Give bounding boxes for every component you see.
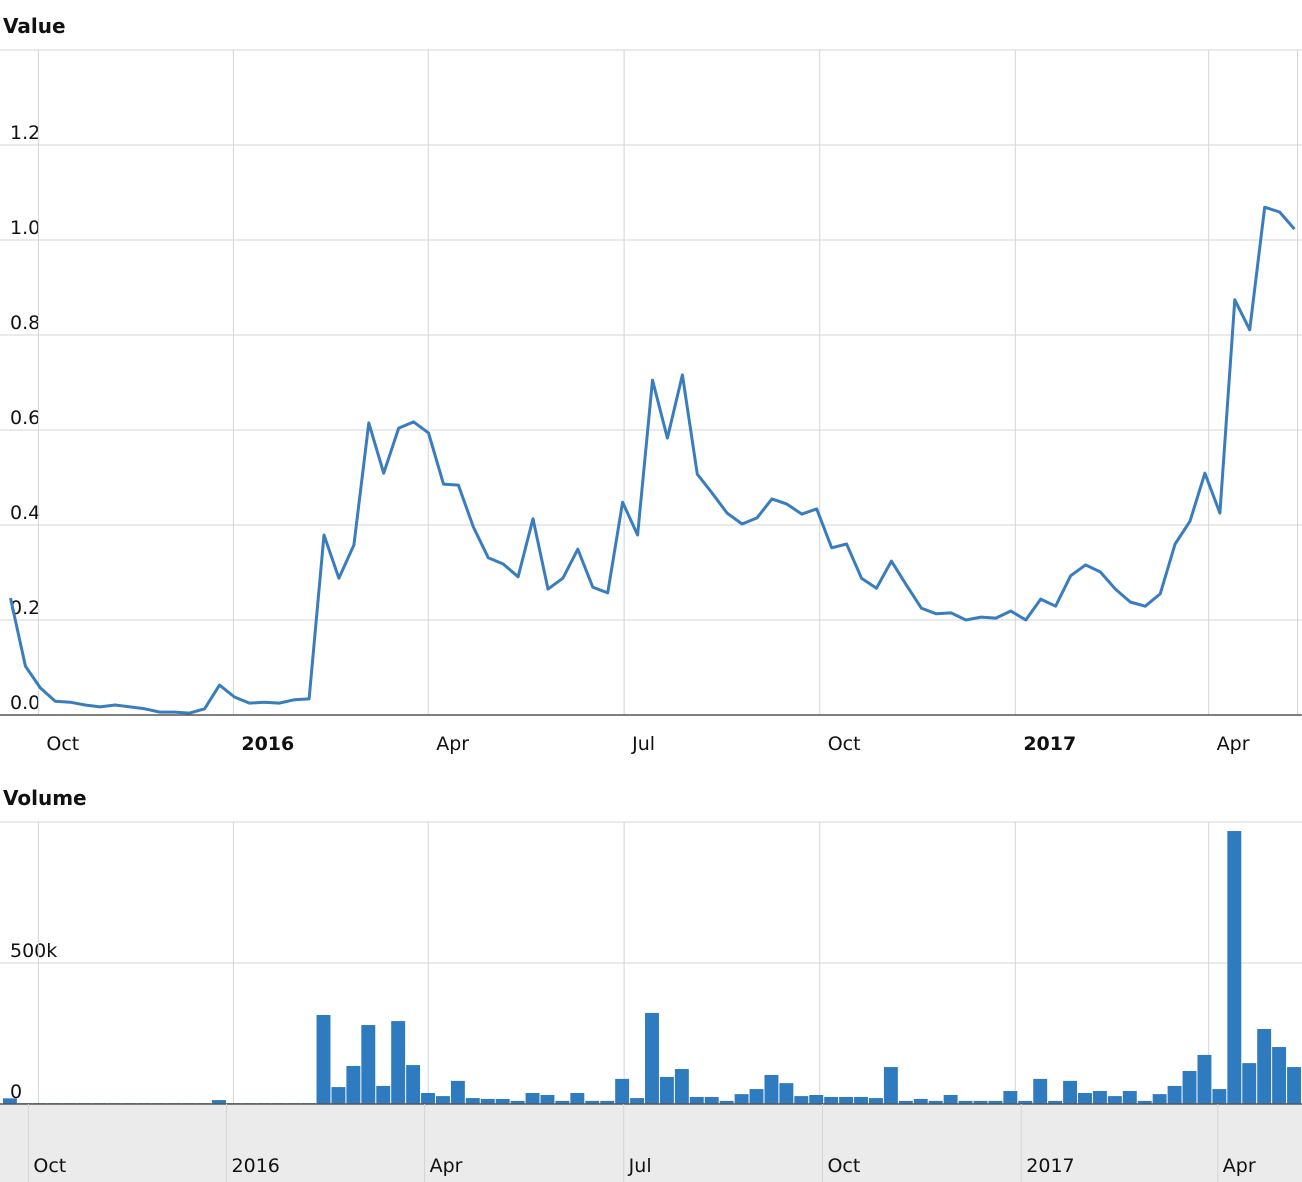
volume-bar xyxy=(764,1074,779,1104)
volume-bar xyxy=(585,1100,600,1104)
y-tick-label: 0.2 xyxy=(10,597,40,619)
volume-bar xyxy=(1078,1093,1092,1104)
x-tick-label: 2017 xyxy=(1023,733,1076,755)
volume-bar xyxy=(570,1093,585,1104)
volume-bar xyxy=(391,1021,406,1104)
x-tick-label: Jul xyxy=(631,733,655,755)
chart-title: Value xyxy=(3,14,66,38)
volume-bar xyxy=(331,1087,346,1104)
volume-bar xyxy=(1048,1100,1063,1104)
volume-bar xyxy=(958,1100,973,1104)
volume-bar xyxy=(704,1096,719,1104)
x-tick-label: Oct xyxy=(827,1155,860,1177)
x-tick-label: Jul xyxy=(628,1155,652,1177)
volume-bar xyxy=(659,1076,674,1104)
volume-bar xyxy=(376,1085,391,1104)
volume-bar xyxy=(779,1083,794,1104)
y-tick-label: 0.8 xyxy=(10,312,40,334)
x-tick-label: Oct xyxy=(33,1155,66,1177)
navigator-background xyxy=(0,1104,1302,1182)
volume-bar xyxy=(674,1069,689,1104)
volume-bar xyxy=(510,1100,525,1104)
volume-bar xyxy=(719,1100,734,1104)
volume-bar xyxy=(645,1012,659,1104)
volume-bar xyxy=(555,1100,570,1104)
y-tick-label: 0.4 xyxy=(10,502,40,524)
volume-bar xyxy=(973,1100,988,1104)
x-tick-label: 2017 xyxy=(1026,1155,1074,1177)
y-tick-label: 0.0 xyxy=(10,692,40,714)
volume-bar xyxy=(600,1100,615,1104)
volume-bar xyxy=(525,1093,540,1104)
y-tick-label: 1.0 xyxy=(10,217,40,239)
volume-bar xyxy=(1122,1091,1137,1104)
volume-bar xyxy=(615,1078,630,1104)
x-tick-label: 2016 xyxy=(241,733,294,755)
volume-bar xyxy=(346,1065,361,1104)
volume-bar xyxy=(1182,1071,1197,1104)
volume-bar xyxy=(689,1096,704,1104)
volume-bar xyxy=(794,1096,809,1104)
volume-bar xyxy=(1242,1063,1257,1104)
volume-bar xyxy=(1257,1028,1272,1104)
x-tick-label: Apr xyxy=(436,733,469,755)
volume-bar xyxy=(421,1093,435,1104)
volume-bar xyxy=(361,1025,376,1104)
volume-bar xyxy=(943,1094,958,1104)
volume-bar xyxy=(749,1089,764,1104)
volume-bar xyxy=(809,1094,824,1104)
volume-bar xyxy=(824,1096,839,1104)
x-tick-label: Oct xyxy=(828,733,861,755)
x-tick-label: Apr xyxy=(430,1155,463,1177)
volume-bar xyxy=(883,1067,898,1104)
volume-bar xyxy=(465,1098,480,1104)
volume-bar xyxy=(839,1096,854,1104)
volume-bar xyxy=(854,1096,868,1104)
volume-bar xyxy=(1092,1091,1107,1104)
volume-bar xyxy=(898,1100,913,1104)
volume-bar xyxy=(630,1098,645,1104)
volume-bar xyxy=(1152,1094,1167,1104)
volume-bar xyxy=(1107,1096,1122,1104)
volume-bar xyxy=(1003,1091,1018,1104)
volume-bar xyxy=(495,1098,510,1104)
volume-bar xyxy=(1212,1089,1227,1104)
volume-bar xyxy=(734,1094,749,1104)
volume-bar xyxy=(1167,1085,1182,1104)
volume-bar xyxy=(988,1100,1003,1104)
y-tick-label: 1.2 xyxy=(10,122,40,144)
volume-bar xyxy=(1018,1100,1033,1104)
volume-bar xyxy=(1227,831,1242,1104)
volume-bar xyxy=(540,1094,555,1104)
volume-bar xyxy=(480,1098,495,1104)
volume-bar xyxy=(1197,1054,1212,1104)
x-tick-label: Oct xyxy=(46,733,79,755)
volume-bar xyxy=(316,1015,331,1104)
volume-bar xyxy=(1033,1078,1048,1104)
volume-bar xyxy=(406,1065,421,1104)
volume-bar xyxy=(1287,1067,1301,1104)
x-tick-label: Apr xyxy=(1217,733,1250,755)
x-tick-label: 2016 xyxy=(232,1155,280,1177)
y-tick-label: 0.6 xyxy=(10,407,40,429)
volume-bar xyxy=(913,1098,928,1104)
volume-bar xyxy=(1137,1100,1152,1104)
volume-bar xyxy=(1272,1047,1287,1104)
chart-title: Volume xyxy=(3,786,87,810)
y-tick-label: 0 xyxy=(10,1081,22,1103)
volume-bar xyxy=(212,1100,226,1104)
volume-bar xyxy=(868,1098,883,1104)
y-tick-label: 500k xyxy=(10,940,57,962)
volume-bar xyxy=(928,1100,943,1104)
value-line xyxy=(9,205,1296,715)
volume-bar xyxy=(2,1098,17,1104)
volume-bar xyxy=(1063,1080,1078,1104)
volume-bar xyxy=(450,1080,465,1104)
x-tick-label: Apr xyxy=(1223,1155,1256,1177)
volume-bar xyxy=(435,1096,450,1104)
